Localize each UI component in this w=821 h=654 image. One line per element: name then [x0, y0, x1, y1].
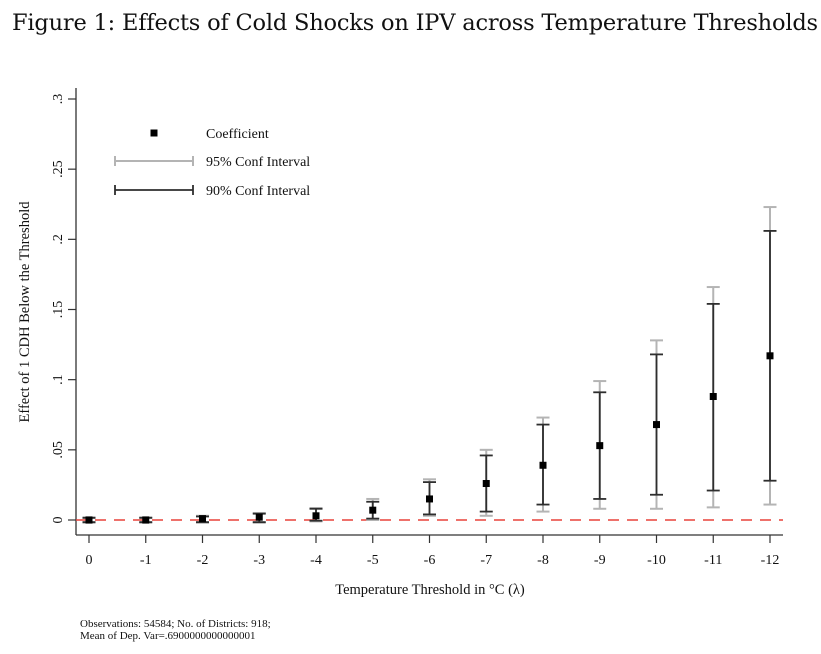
- estimate-group: [82, 516, 96, 524]
- x-tick-label: -3: [253, 553, 265, 568]
- notes-line-mean: Mean of Dep. Var=.6900000000000001: [80, 630, 256, 642]
- coefficient-point: [369, 506, 377, 514]
- legend-entry: Coefficient: [150, 127, 269, 142]
- estimate-group: [763, 206, 777, 506]
- coefficient-point: [766, 352, 774, 360]
- data-marks: [82, 206, 777, 524]
- legend: Coefficient 95% Conf Interval 90% Conf Int…: [114, 127, 310, 199]
- legend-entry: 90% Conf Interval: [114, 184, 310, 199]
- coefficient-point: [709, 393, 717, 401]
- axes: 0 .05 .1 .15 .2 .25 .3 0 -1 -2 -3 -4 -5 -6 -7 -8 -9 -10 -1…: [51, 88, 783, 568]
- notes-line-observations: Observations: 54584; No. of Districts: 9…: [80, 618, 271, 630]
- x-tick-label: -11: [704, 553, 722, 568]
- estimate-group: [650, 339, 663, 510]
- y-tick-label: 0: [51, 517, 66, 524]
- estimate-group: [309, 507, 323, 523]
- estimate-group: [479, 448, 493, 517]
- y-tick-label: .05: [51, 441, 66, 459]
- coefficient-point: [85, 516, 93, 524]
- y-tick-label: .25: [51, 160, 66, 178]
- x-tick-label: -5: [367, 553, 379, 568]
- x-tick-label: -10: [647, 553, 666, 568]
- x-tick-label: -1: [140, 553, 152, 568]
- x-tick-label: -6: [424, 553, 436, 568]
- estimate-group: [536, 416, 550, 513]
- y-tick-label: .2: [51, 234, 66, 245]
- y-axis-title: Effect of 1 CDH Below the Threshold: [17, 201, 33, 423]
- x-tick-label: -12: [761, 553, 780, 568]
- coefficient-point: [596, 442, 604, 450]
- coefficient-point: [653, 421, 660, 429]
- x-tick-label: 0: [86, 553, 93, 568]
- coefficient-point: [255, 513, 263, 521]
- estimate-group: [252, 511, 266, 524]
- coefficient-point: [426, 495, 433, 503]
- x-tick-label: -7: [480, 553, 492, 568]
- y-tick-label: .15: [51, 301, 66, 319]
- legend-coefficient-marker: [150, 129, 158, 137]
- y-tick-label: .1: [51, 374, 66, 385]
- estimate-group: [593, 380, 607, 510]
- estimate-group: [366, 497, 380, 521]
- legend-entry: 95% Conf Interval: [114, 155, 310, 170]
- coefficient-point: [199, 515, 206, 523]
- estimate-group: [196, 514, 209, 524]
- figure-notes: Observations: 54584; No. of Districts: 9…: [80, 618, 271, 642]
- x-tick-label: -9: [594, 553, 606, 568]
- coefficient-point: [312, 512, 320, 520]
- coefficient-point: [539, 461, 547, 469]
- figure-title: Figure 1: Effects of Cold Shocks on IPV …: [12, 10, 818, 36]
- x-tick-label: -2: [197, 553, 209, 568]
- y-tick-label: .3: [51, 94, 66, 105]
- x-tick-label: -8: [537, 553, 549, 568]
- legend-label: 95% Conf Interval: [206, 155, 310, 170]
- legend-label: Coefficient: [206, 127, 269, 142]
- coefficient-point: [482, 480, 490, 488]
- legend-label: 90% Conf Interval: [206, 184, 310, 199]
- x-tick-label: -4: [310, 553, 322, 568]
- estimate-group: [706, 286, 720, 509]
- estimate-group: [423, 478, 436, 517]
- coefficient-point: [142, 516, 150, 524]
- x-axis-title: Temperature Threshold in °C (λ): [335, 582, 525, 598]
- estimate-group: [139, 516, 153, 524]
